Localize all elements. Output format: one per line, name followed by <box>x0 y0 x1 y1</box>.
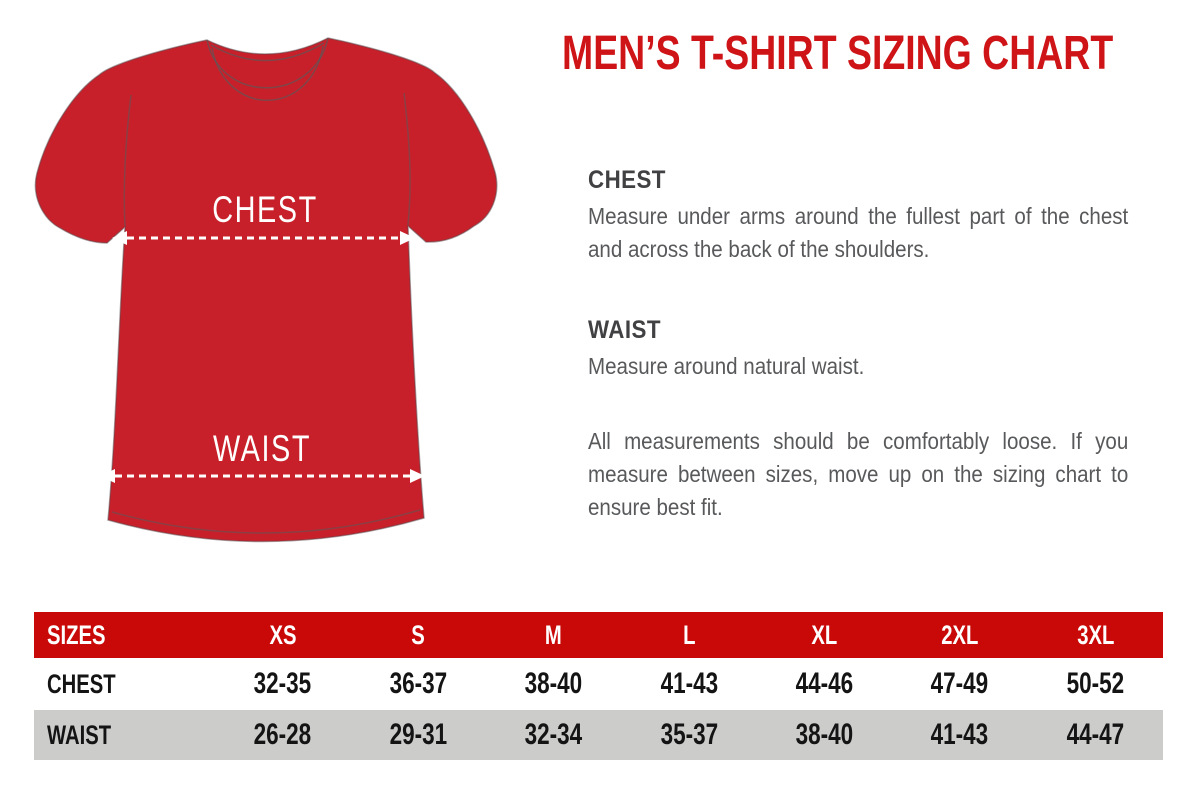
size-value: 44-47 <box>1066 718 1125 751</box>
chest-value-xs: 32-35 <box>215 658 351 710</box>
arrow-left-icon <box>112 231 127 245</box>
row-label: WAIST <box>47 719 112 750</box>
waist-value-xl: 38-40 <box>756 710 893 760</box>
size-value: 32-34 <box>524 718 583 751</box>
size-value: 35-37 <box>660 718 718 751</box>
tshirt-diagram: CHEST WAIST <box>34 37 498 543</box>
col-header-label: 2XL <box>941 619 979 650</box>
chest-value-xl: 44-46 <box>756 658 893 710</box>
waist-section-body: Measure around natural waist. <box>588 353 865 379</box>
size-value: 41-43 <box>931 718 989 751</box>
chest-section-body: Measure under arms around the fullest pa… <box>588 203 1129 262</box>
col-header-label: M <box>545 619 562 650</box>
size-value: 29-31 <box>389 718 447 751</box>
chest-section: CHEST Measure under arms around the full… <box>588 166 1128 266</box>
size-value: 50-52 <box>1066 667 1125 700</box>
col-header-m: M <box>485 612 622 658</box>
chest-value-s: 36-37 <box>350 658 486 710</box>
col-header-label: 3XL <box>1076 619 1114 650</box>
col-header-s: S <box>350 612 486 658</box>
col-header-label: L <box>682 619 696 650</box>
chest-measure-arrow <box>112 231 415 245</box>
col-header-2xl: 2XL <box>892 612 1028 658</box>
col-header-3xl: 3XL <box>1027 612 1163 658</box>
collar-back-line <box>210 42 325 62</box>
waist-value-2xl: 41-43 <box>892 710 1028 760</box>
waist-value-xs: 26-28 <box>215 710 351 760</box>
col-header-label: SIZES <box>47 619 106 650</box>
size-value: 38-40 <box>795 718 854 751</box>
waist-value-l: 35-37 <box>621 710 757 760</box>
size-value: 44-46 <box>795 667 854 700</box>
col-header-xs: XS <box>215 612 351 658</box>
size-value: 36-37 <box>389 667 447 700</box>
size-value: 38-40 <box>524 667 583 700</box>
size-value: 41-43 <box>660 667 718 700</box>
waist-row-label: WAIST <box>34 710 215 760</box>
right-sleeve-seam <box>403 92 411 226</box>
col-header-xl: XL <box>756 612 893 658</box>
col-header-sizes: SIZES <box>34 612 215 658</box>
chest-value-3xl: 50-52 <box>1027 658 1163 710</box>
chest-value-m: 38-40 <box>485 658 622 710</box>
arrow-left-icon <box>100 469 115 483</box>
chest-value-2xl: 47-49 <box>892 658 1028 710</box>
waist-value-s: 29-31 <box>350 710 486 760</box>
arrow-right-icon <box>400 231 415 245</box>
fit-note: All measurements should be comfortably l… <box>588 428 1129 520</box>
waist-value-3xl: 44-47 <box>1027 710 1163 760</box>
chest-value-l: 41-43 <box>621 658 757 710</box>
page-title: MEN’S T-SHIRT SIZING CHART <box>562 27 1114 80</box>
instructions-column: CHEST Measure under arms around the full… <box>588 166 1128 524</box>
size-value: 47-49 <box>931 667 989 700</box>
sizing-table: SIZES XS S M L XL 2XL 3XL CHEST 32-35 36… <box>34 612 1163 760</box>
hem-stitch-line <box>111 509 421 534</box>
left-sleeve-seam <box>123 94 132 227</box>
waist-value-m: 32-34 <box>485 710 622 760</box>
waist-measure-arrow <box>100 469 425 483</box>
chest-row-label: CHEST <box>34 658 215 710</box>
col-header-label: S <box>411 619 425 650</box>
col-header-label: XS <box>269 619 297 650</box>
tshirt-silhouette <box>34 37 498 543</box>
waist-diagram-label: WAIST <box>213 429 311 470</box>
size-value: 32-35 <box>253 667 312 700</box>
collar-front-outer-line <box>211 45 324 101</box>
size-value: 26-28 <box>253 718 312 751</box>
waist-section-heading: WAIST <box>588 316 661 344</box>
chest-diagram-label: CHEST <box>212 190 318 231</box>
waist-section: WAIST Measure around natural waist. <box>588 316 1128 383</box>
row-label: CHEST <box>47 668 116 699</box>
chest-section-heading: CHEST <box>588 166 666 194</box>
col-header-label: XL <box>811 619 838 650</box>
col-header-l: L <box>621 612 757 658</box>
arrow-right-icon <box>410 469 425 483</box>
